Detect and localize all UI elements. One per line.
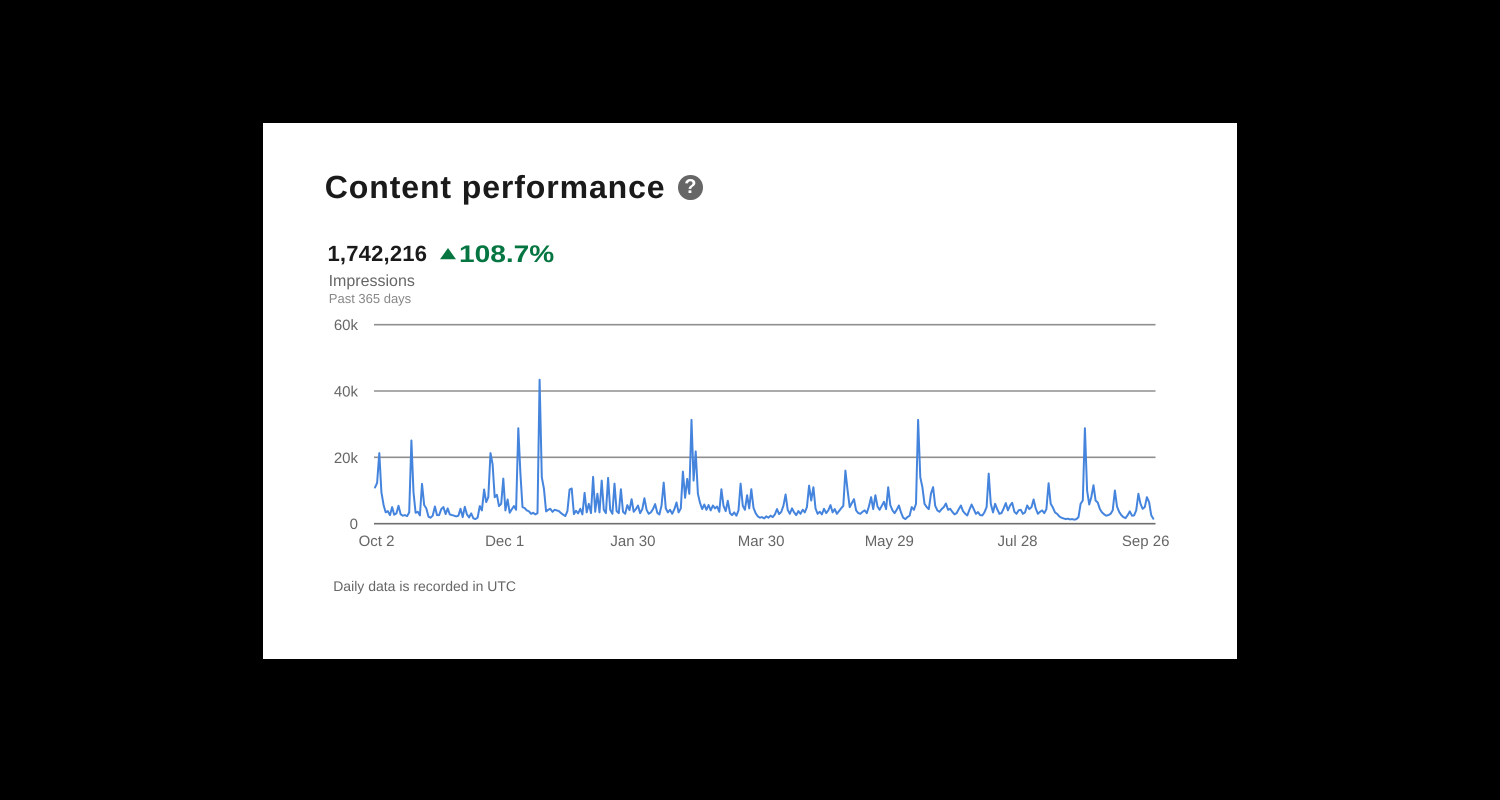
svg-text:Mar 30: Mar 30 [738, 533, 785, 550]
svg-text:Oct 2: Oct 2 [359, 533, 395, 550]
svg-text:Jul 28: Jul 28 [997, 533, 1037, 550]
svg-text:0: 0 [350, 516, 358, 533]
svg-text:20k: 20k [334, 450, 359, 467]
svg-text:60k: 60k [334, 317, 359, 334]
svg-text:May 29: May 29 [865, 533, 914, 550]
svg-text:Dec 1: Dec 1 [485, 533, 524, 550]
svg-text:Jan 30: Jan 30 [610, 533, 655, 550]
svg-text:Sep 26: Sep 26 [1122, 533, 1170, 550]
svg-text:40k: 40k [334, 384, 359, 401]
